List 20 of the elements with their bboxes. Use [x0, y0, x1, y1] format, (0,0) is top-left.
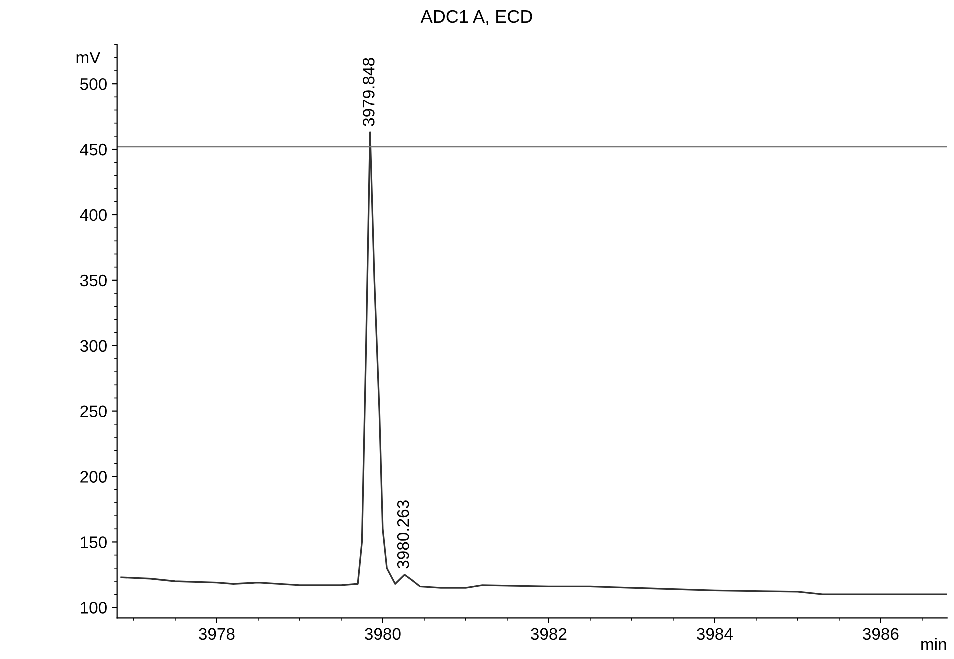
x-tick-label: 3982	[531, 628, 567, 640]
x-tick-label: 3986	[863, 628, 899, 640]
x-tick-label: 3980	[365, 628, 401, 640]
chart-title: ADC1 A, ECD	[420, 10, 532, 26]
annotation: 3979.848	[362, 58, 375, 126]
y-tick-label: 500	[80, 78, 107, 90]
y-tick-label: 300	[80, 340, 107, 352]
y-axis-title: mV	[76, 52, 101, 64]
y-tick-label: 150	[81, 536, 107, 548]
x-tick-label: 3978	[199, 628, 235, 640]
annotation: 3980.263	[397, 500, 410, 569]
y-tick-label: 450	[80, 144, 107, 156]
x-axis-title: min	[922, 638, 946, 650]
y-tick-label: 200	[80, 471, 107, 483]
y-tick-label: 100	[81, 602, 107, 614]
line-series	[120, 132, 948, 596]
y-tick-label: 400	[80, 209, 107, 222]
y-tick-label: 350	[80, 274, 107, 287]
x-tick-label: 3984	[697, 628, 733, 640]
y-tick-label: 250	[80, 406, 107, 418]
